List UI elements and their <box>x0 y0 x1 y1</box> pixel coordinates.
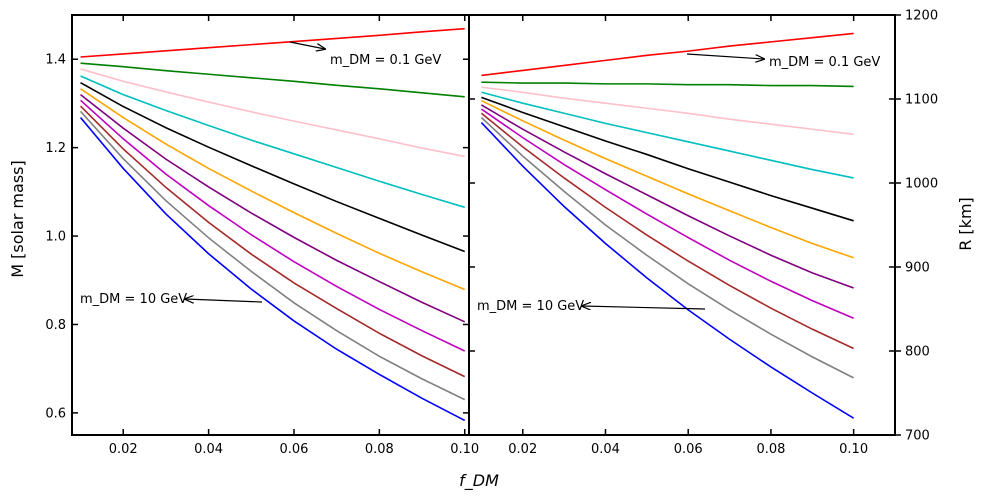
right-series-line-2 <box>481 81 854 88</box>
left-series-line-10 <box>79 110 466 401</box>
left-y-tick-label: 1.2 <box>45 141 66 156</box>
right-series-line-11 <box>480 121 855 419</box>
right-x-tick-label: 0.02 <box>508 442 537 457</box>
right-series-line-8 <box>480 108 854 319</box>
left-x-tick-label: 0.08 <box>365 442 394 457</box>
left-series-line-11 <box>79 117 466 422</box>
left-series-line-6 <box>80 88 466 291</box>
right-y-axis-label: R [km] <box>956 197 975 251</box>
right-series-line-3 <box>481 86 854 136</box>
left-y-axis-label: M [solar mass] <box>8 160 27 277</box>
left-x-tick-label: 0.10 <box>450 442 479 457</box>
axis-ticks: 0.02 0.04 0.06 0.08 0.10 0.6 0.8 1.0 1.2 1.4 0.02 0… <box>45 9 938 458</box>
right-y-tick-label: 700 <box>905 429 930 444</box>
left-y-tick-label: 1.4 <box>45 53 66 68</box>
left-series-line-7 <box>80 93 466 323</box>
left-panel-series <box>79 27 466 422</box>
left-y-tick-label: 1.0 <box>45 230 66 245</box>
left-series-line-3 <box>80 68 465 158</box>
right-series-line-10 <box>480 116 855 379</box>
left-top-annotation: m_DM = 0.1 GeV <box>330 53 441 68</box>
right-bottom-annotation: m_DM = 10 GeV <box>477 299 584 314</box>
left-x-tick-label: 0.04 <box>194 442 223 457</box>
left-series-line-1 <box>80 27 465 58</box>
right-bottom-annotation-arrow <box>582 306 706 309</box>
right-y-tick-label: 1200 <box>905 9 938 24</box>
left-bottom-annotation-arrow <box>185 299 263 302</box>
left-x-tick-label: 0.02 <box>109 442 138 457</box>
right-y-tick-label: 1000 <box>905 177 938 192</box>
right-series-line-4 <box>481 91 854 179</box>
right-series-line-7 <box>481 104 854 289</box>
right-y-tick-label: 1100 <box>905 93 938 108</box>
left-series-line-2 <box>80 62 465 98</box>
left-y-tick-label: 0.8 <box>45 318 66 333</box>
right-top-annotation-arrow <box>686 53 764 59</box>
right-series-line-9 <box>480 112 854 350</box>
left-bottom-annotation: m_DM = 10 GeV <box>80 292 187 307</box>
right-series-line-1 <box>481 32 854 77</box>
left-series-line-9 <box>79 105 466 378</box>
right-series-line-6 <box>481 99 854 259</box>
right-series-line-5 <box>481 96 854 222</box>
right-panel-series <box>480 32 855 419</box>
right-panel-frame <box>468 14 896 436</box>
left-x-tick-label: 0.06 <box>280 442 309 457</box>
right-x-tick-label: 0.10 <box>839 442 868 457</box>
left-top-annotation-arrow <box>289 41 325 49</box>
left-y-tick-label: 0.6 <box>45 406 66 421</box>
left-series-line-4 <box>80 75 465 209</box>
right-x-tick-label: 0.06 <box>674 442 703 457</box>
right-top-annotation: m_DM = 0.1 GeV <box>769 55 880 70</box>
left-series-line-5 <box>80 81 466 253</box>
right-x-tick-label: 0.04 <box>591 442 620 457</box>
right-x-tick-label: 0.08 <box>756 442 785 457</box>
x-axis-label: f_DM <box>459 471 499 491</box>
right-y-tick-label: 900 <box>905 261 930 276</box>
right-y-tick-label: 800 <box>905 345 930 360</box>
left-series-line-8 <box>80 99 466 352</box>
